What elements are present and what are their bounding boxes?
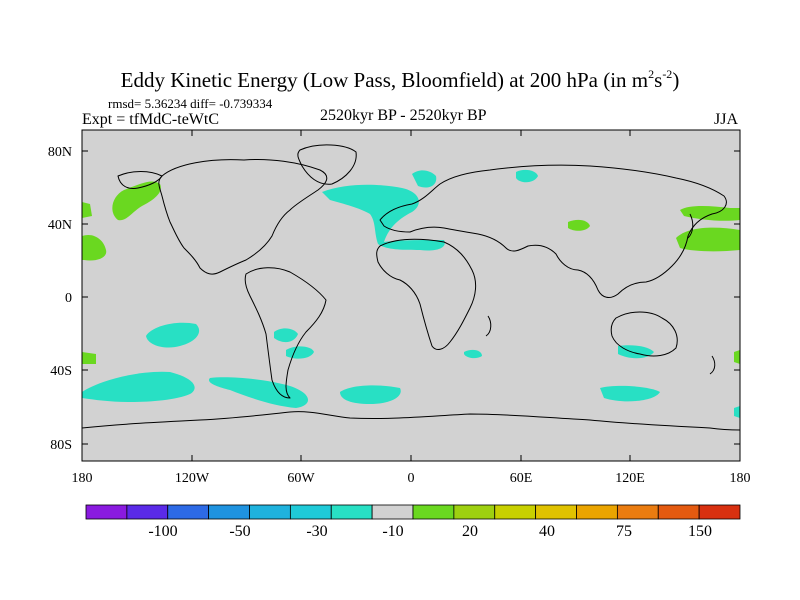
coastlines	[82, 144, 740, 431]
colorbar-swatch	[412, 504, 455, 520]
southern-ocean-atlantic-negative	[340, 385, 401, 404]
lat-label-0: 0	[65, 291, 72, 306]
colorbar-label-8: 150	[688, 523, 712, 540]
diff-label: diff=	[190, 96, 216, 111]
madagascar-coast	[485, 315, 492, 337]
rmsd-value: 5.36234	[144, 96, 187, 111]
north-asia-positive	[680, 206, 740, 221]
lon-label-60e: 60E	[510, 471, 533, 486]
colorbar-swatch	[85, 504, 128, 520]
east-pacific-positive	[82, 234, 107, 261]
positive-anomaly-regions	[82, 181, 740, 364]
lat-label-40n: 40N	[48, 218, 72, 233]
rmsd-label: rmsd=	[108, 96, 142, 111]
colorbar-swatch	[616, 504, 659, 520]
figure-title: Eddy Kinetic Energy (Low Pass, Bloomfiel…	[0, 62, 800, 92]
southern-ocean-indian-negative	[600, 385, 660, 402]
south-edge-negative	[734, 406, 740, 418]
colorbar-swatch	[289, 504, 332, 520]
north-america-coast	[158, 159, 328, 275]
colorbar-swatch	[494, 504, 537, 520]
lat-label-80s: 80S	[50, 438, 72, 453]
colorbar-label-2: -50	[229, 523, 250, 540]
lon-label-180w: 180	[72, 471, 93, 486]
colorbar-swatch	[330, 504, 373, 520]
south-atlantic-negative	[274, 328, 298, 343]
southern-ocean-pacific-negative	[208, 377, 309, 408]
eurasia-coast	[379, 164, 727, 298]
experiment-label: Expt = tfMdC-teWtC	[82, 111, 220, 128]
colorbar-swatch	[167, 504, 210, 520]
colorbar-label-4: -10	[382, 523, 403, 540]
colorbar-label-5: 20	[462, 523, 478, 540]
alaska-coast	[117, 171, 163, 189]
colorbar-label-7: 75	[616, 523, 632, 540]
colorbar-swatch	[453, 504, 496, 520]
japan-coast	[687, 213, 694, 239]
australia-coast	[610, 311, 678, 357]
south-east-edge-positive	[734, 350, 740, 364]
colorbar-swatch	[371, 504, 414, 520]
lat-label-80n: 80N	[48, 145, 72, 160]
colorbar-swatch	[249, 504, 291, 520]
north-atlantic-positive	[568, 219, 590, 231]
diff-value: -0.739334	[219, 96, 273, 111]
lat-label-40s: 40S	[50, 364, 72, 379]
period-label: 2520kyr BP - 2520kyr BP	[320, 107, 487, 124]
axis-ticks	[81, 130, 741, 461]
title-main: Eddy Kinetic Energy (Low Pass, Bloomfiel…	[120, 68, 649, 92]
south-america-coast	[244, 267, 327, 399]
map-background	[82, 130, 740, 461]
south-pacific-negative	[146, 322, 200, 348]
west-edge-positive	[82, 202, 92, 218]
season-label: JJA	[714, 111, 739, 128]
colorbar-swatch	[208, 504, 250, 520]
colorbar-swatch	[657, 504, 700, 520]
north-atlantic-negative	[322, 184, 445, 251]
greenland-coast	[297, 144, 357, 185]
colorbar-swatch	[576, 504, 618, 520]
colorbar-label-3: -30	[306, 523, 327, 540]
lon-label-0: 0	[408, 471, 415, 486]
colorbar-swatch	[698, 504, 741, 520]
title-unit-s: s	[654, 68, 663, 92]
south-east-pacific-negative	[82, 371, 195, 402]
lon-label-60w: 60W	[287, 471, 315, 486]
colorbar-label-6: 40	[539, 523, 555, 540]
colorbar-label-1: -100	[148, 523, 177, 540]
arctic-asia-negative	[516, 169, 538, 183]
lon-label-180e: 180	[730, 471, 751, 486]
lon-label-120w: 120W	[175, 471, 210, 486]
lon-label-120e: 120E	[615, 471, 645, 486]
colorbar-swatch	[535, 504, 577, 520]
arctic-europe-negative	[412, 170, 437, 188]
statistics-line: rmsd= 5.36234 diff= -0.739334	[108, 96, 272, 112]
title-exp1: 2	[648, 67, 655, 81]
colorbar	[85, 504, 741, 520]
south-pacific-west-positive	[82, 352, 96, 364]
colorbar-swatch	[126, 504, 169, 520]
west-pacific-positive	[676, 227, 740, 252]
antarctica-coast	[82, 411, 740, 431]
africa-coast	[376, 238, 477, 350]
new-zealand-coast	[709, 355, 716, 375]
title-exp2: -2	[662, 67, 673, 81]
south-indian-negative	[464, 349, 482, 359]
title-end: )	[672, 68, 680, 92]
north-pacific-positive	[112, 181, 161, 221]
